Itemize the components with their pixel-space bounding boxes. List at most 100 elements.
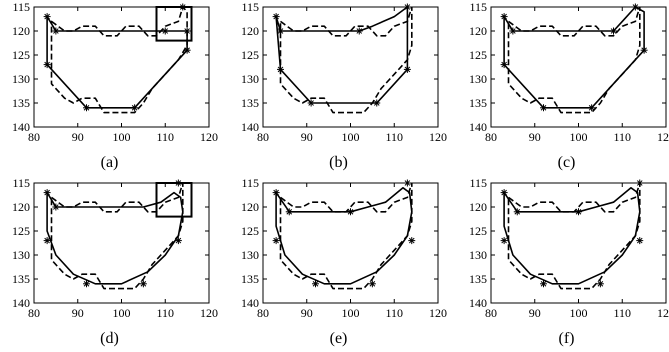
star-marker [43, 61, 51, 69]
dashed-contour-line [279, 183, 413, 290]
star-marker [139, 280, 147, 288]
y-tick-label: 125 [469, 224, 487, 238]
panel-d: 80 90 100 110 120 115 120 125 130 135 140 (d) [12, 176, 218, 347]
star-marker [277, 65, 284, 73]
x-tick-label: 80 [257, 130, 269, 144]
star-marker [183, 27, 191, 35]
y-tick-label: 120 [12, 24, 30, 38]
star-marker [540, 104, 547, 112]
y-tick-label: 125 [469, 48, 487, 62]
y-tick-label: 135 [469, 272, 487, 286]
panel-label: (b) [329, 154, 348, 171]
star-marker [285, 208, 293, 216]
y-tick-label: 115 [241, 0, 259, 14]
dashed-contour-line [507, 183, 641, 290]
y-tick-label: 120 [12, 200, 30, 214]
star-marker [588, 104, 596, 112]
x-tick-label: 80 [28, 306, 40, 320]
y-tick-label: 140 [469, 296, 487, 310]
solid-contour-line [503, 187, 641, 285]
star-marker [43, 189, 51, 197]
star-marker [272, 13, 280, 21]
y-tick-label: 130 [469, 72, 487, 86]
x-tick-label: 100 [342, 306, 360, 320]
y-tick-label: 120 [469, 24, 487, 38]
x-tick-label: 100 [570, 306, 588, 320]
dashed-contour-line [507, 7, 641, 114]
dashed-contour-line [50, 7, 188, 114]
star-marker [631, 3, 639, 11]
y-tick-label: 115 [241, 176, 259, 190]
y-tick-label: 120 [241, 24, 259, 38]
star-marker [312, 280, 319, 288]
star-marker [174, 237, 182, 245]
x-tick-label: 110 [156, 306, 174, 320]
x-tick-label: 100 [570, 130, 588, 144]
y-tick-label: 125 [12, 224, 30, 238]
star-marker [403, 65, 411, 73]
star-marker [83, 104, 90, 112]
solid-contour-line [503, 7, 645, 109]
panel-label: (a) [101, 154, 119, 171]
panel-label: (e) [330, 330, 348, 347]
solid-contour-line [275, 7, 409, 104]
solid-contour-line [275, 187, 413, 285]
y-tick-label: 135 [241, 96, 259, 110]
y-tick-label: 120 [241, 200, 259, 214]
y-tick-label: 115 [12, 176, 30, 190]
x-tick-label: 90 [529, 306, 541, 320]
y-tick-label: 135 [12, 272, 30, 286]
dashed-contour-line [279, 7, 413, 114]
x-tick-label: 80 [257, 306, 269, 320]
y-tick-label: 130 [12, 72, 30, 86]
plot-area [503, 7, 645, 114]
panel-a: 80 90 100 110 120 115 120 125 130 135 140 (a) [12, 0, 218, 171]
x-tick-label: 80 [28, 130, 40, 144]
y-tick-label: 130 [469, 248, 487, 262]
star-marker [355, 27, 363, 35]
y-tick-label: 115 [469, 176, 487, 190]
star-marker [277, 27, 284, 35]
x-tick-label: 110 [613, 130, 631, 144]
star-marker [509, 27, 517, 35]
y-tick-label: 115 [12, 0, 30, 14]
y-tick-label: 115 [469, 0, 487, 14]
y-tick-label: 135 [241, 272, 259, 286]
axes-frame [33, 6, 210, 128]
y-tick-label: 135 [12, 96, 30, 110]
panel-c: 80 90 100 110 120 115 120 125 130 135 140 (c) [469, 0, 669, 171]
y-tick-label: 140 [469, 120, 487, 134]
star-marker [272, 237, 280, 245]
star-marker [640, 46, 648, 54]
panel-label: (f) [559, 330, 575, 347]
star-marker [161, 27, 169, 35]
y-tick-label: 140 [12, 120, 30, 134]
x-tick-label: 80 [485, 306, 497, 320]
plot-area [46, 7, 188, 114]
star-marker [636, 237, 644, 245]
star-marker [43, 13, 51, 21]
star-marker [131, 104, 139, 112]
x-tick-label: 90 [72, 306, 84, 320]
x-tick-label: 80 [485, 130, 497, 144]
star-marker [52, 203, 60, 211]
y-tick-label: 120 [469, 200, 487, 214]
y-tick-label: 125 [12, 48, 30, 62]
star-marker [183, 46, 191, 54]
plot-area [503, 183, 641, 290]
y-tick-label: 140 [241, 120, 259, 134]
panel-e: 80 90 100 110 120 115 120 125 130 135 140 (e) [241, 176, 447, 347]
x-tick-label: 90 [301, 306, 313, 320]
y-tick-label: 140 [12, 296, 30, 310]
star-marker [513, 208, 521, 216]
star-marker [596, 280, 604, 288]
x-tick-label: 110 [156, 130, 174, 144]
panel-label: (d) [100, 330, 119, 347]
x-tick-label: 100 [342, 130, 360, 144]
star-marker [500, 189, 508, 197]
star-marker [83, 280, 90, 288]
star-marker [403, 179, 411, 187]
star-marker [540, 280, 547, 288]
star-marker [368, 280, 376, 288]
